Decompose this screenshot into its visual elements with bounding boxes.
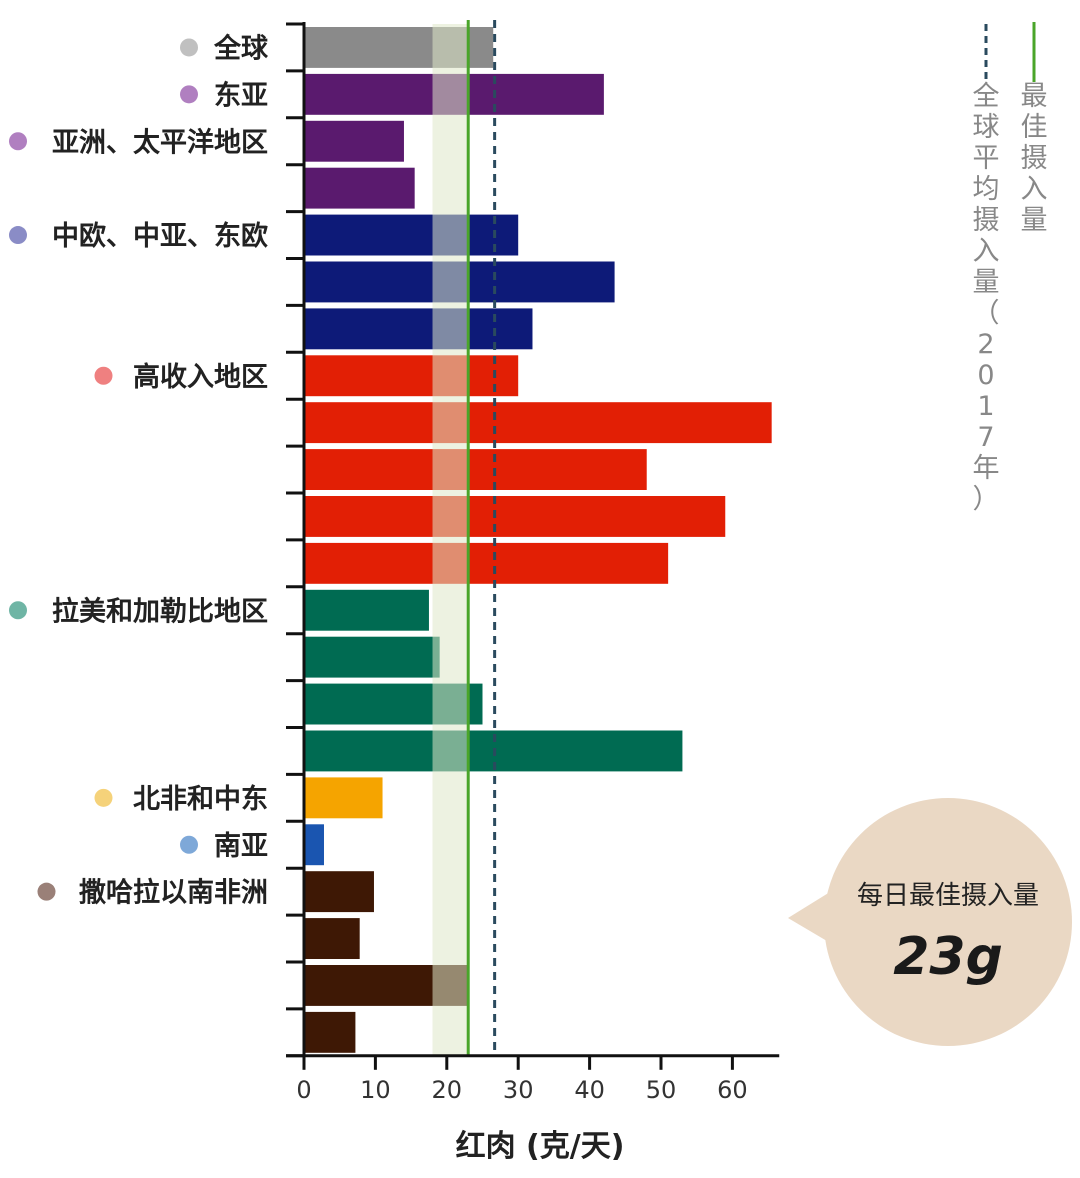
axis-layer: 0 10 20 30 40 50 60 (286, 22, 780, 1104)
bar-8-3 (304, 1011, 356, 1053)
x-axis-title: 红肉 (克/天) (456, 1129, 625, 1164)
x-tick-label: 20 (432, 1076, 463, 1104)
x-tick-label: 40 (574, 1076, 605, 1104)
reference-layer (432, 20, 497, 1056)
group-dot (9, 132, 27, 151)
group-dot (180, 835, 198, 854)
bar-8-1 (304, 918, 360, 959)
x-tick-label: 30 (503, 1076, 534, 1104)
group-dot (94, 788, 113, 807)
group-label: 撒哈拉以南非洲 (79, 877, 268, 909)
group-label: 南亚 (214, 831, 268, 862)
group-label: 全球 (213, 32, 269, 64)
group-label: 拉美和加勒比地区 (52, 595, 268, 627)
group-dot (9, 601, 27, 620)
bar-4-3 (304, 496, 726, 537)
bar-4-4 (304, 542, 669, 584)
callout-value: 23g (893, 927, 1003, 987)
group-label: 东亚 (214, 79, 268, 111)
callout-bubble (824, 798, 1072, 1046)
x-tick-label: 60 (717, 1076, 748, 1104)
bar-3-0 (304, 214, 519, 256)
bar-7-0 (304, 824, 324, 866)
bar-4-2 (304, 449, 647, 490)
group-label: 亚洲、太平洋地区 (52, 126, 268, 158)
callout-tail (788, 892, 832, 944)
legend-optimal-label: 最佳摄入量 (1021, 81, 1048, 236)
group-dot (9, 226, 27, 245)
group-label: 中欧、中亚、东欧 (52, 220, 268, 252)
bar-2-1 (304, 167, 415, 209)
bar-6-0 (304, 777, 383, 819)
group-dot (180, 85, 198, 104)
bars-layer (304, 27, 772, 1053)
labels-layer: 全球东亚亚洲、太平洋地区中欧、中亚、东欧高收入地区拉美和加勒比地区北非和中东南亚… (9, 32, 269, 909)
group-label: 北非和中东 (133, 783, 268, 815)
x-tick-label: 10 (360, 1076, 391, 1104)
legend-average-label: 全球平均摄入量（ 2 0 1 7 年） (973, 81, 1000, 515)
legend: 全球平均摄入量（ 2 0 1 7 年） 最佳摄入量 (973, 22, 1048, 515)
group-label: 高收入地区 (133, 361, 268, 393)
bar-3-2 (304, 308, 533, 350)
optimal-range-band (432, 24, 469, 1056)
bar-4-1 (304, 402, 772, 444)
bar-8-0 (304, 871, 374, 913)
callout-title: 每日最佳摄入量 (857, 881, 1039, 911)
group-dot (94, 366, 113, 385)
x-tick-label: 0 (296, 1076, 311, 1104)
bar-5-1 (304, 636, 440, 678)
group-dot (37, 882, 56, 901)
group-dot (180, 38, 198, 57)
bar-2-0 (304, 120, 404, 162)
bar-5-0 (304, 589, 429, 631)
x-tick-label: 50 (646, 1076, 677, 1104)
bar-4-0 (304, 355, 519, 397)
optimal-intake-callout: 每日最佳摄入量 23g (788, 798, 1072, 1046)
